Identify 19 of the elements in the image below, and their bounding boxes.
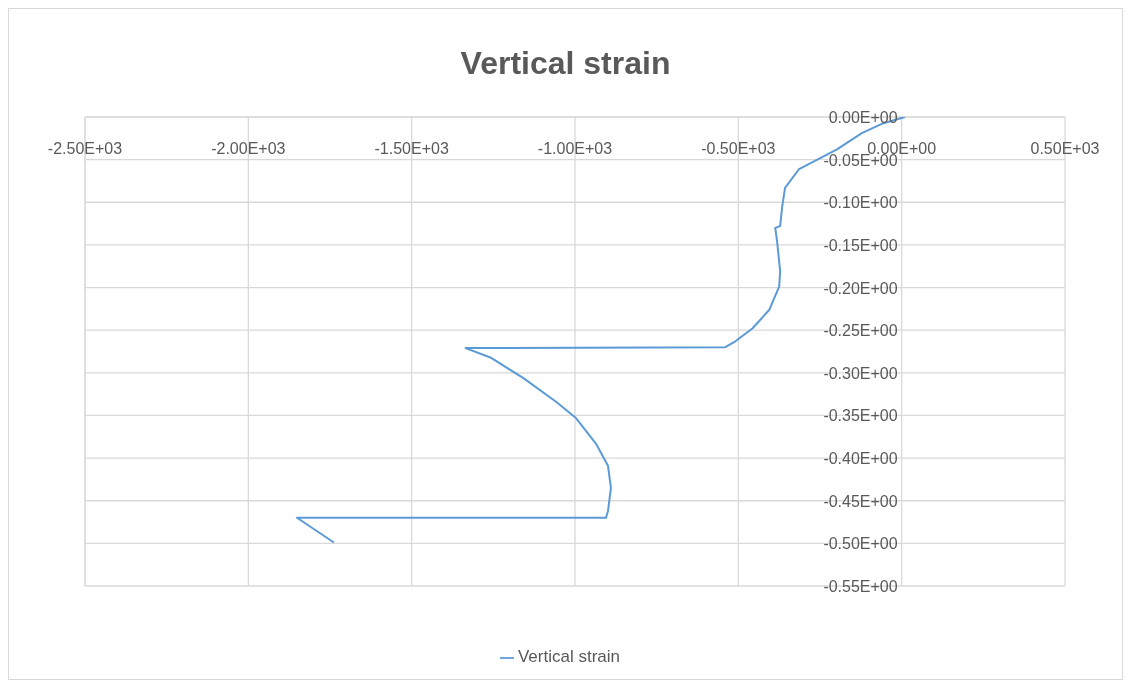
x-tick-label: -1.50E+03 (374, 140, 449, 157)
legend-label: Vertical strain (517, 647, 621, 666)
y-tick-label: -0.15E+00 (823, 236, 898, 254)
y-tick-label: -0.50E+00 (823, 535, 898, 553)
x-tick-label: -2.00E+03 (211, 140, 286, 157)
y-tick-label: -0.10E+00 (823, 194, 898, 212)
x-tick-label: -2.50E+03 (47, 140, 123, 157)
x-tick-label: -0.50E+03 (701, 140, 776, 157)
x-tick-label: -1.00E+03 (537, 140, 613, 157)
y-tick-label: -0.35E+00 (823, 407, 898, 425)
chart-title: Vertical strain (459, 45, 672, 82)
y-tick-label: -0.45E+00 (823, 492, 898, 510)
y-tick-label: -0.30E+00 (823, 364, 898, 382)
x-tick-label: 0.50E+03 (1030, 140, 1100, 157)
y-tick-label: 0.00E+00 (828, 109, 898, 126)
y-tick-label: -0.40E+00 (823, 450, 898, 468)
y-tick-label: -0.25E+00 (823, 322, 898, 340)
y-tick-label: -0.20E+00 (823, 279, 898, 297)
y-tick-label: -0.55E+00 (823, 578, 898, 595)
